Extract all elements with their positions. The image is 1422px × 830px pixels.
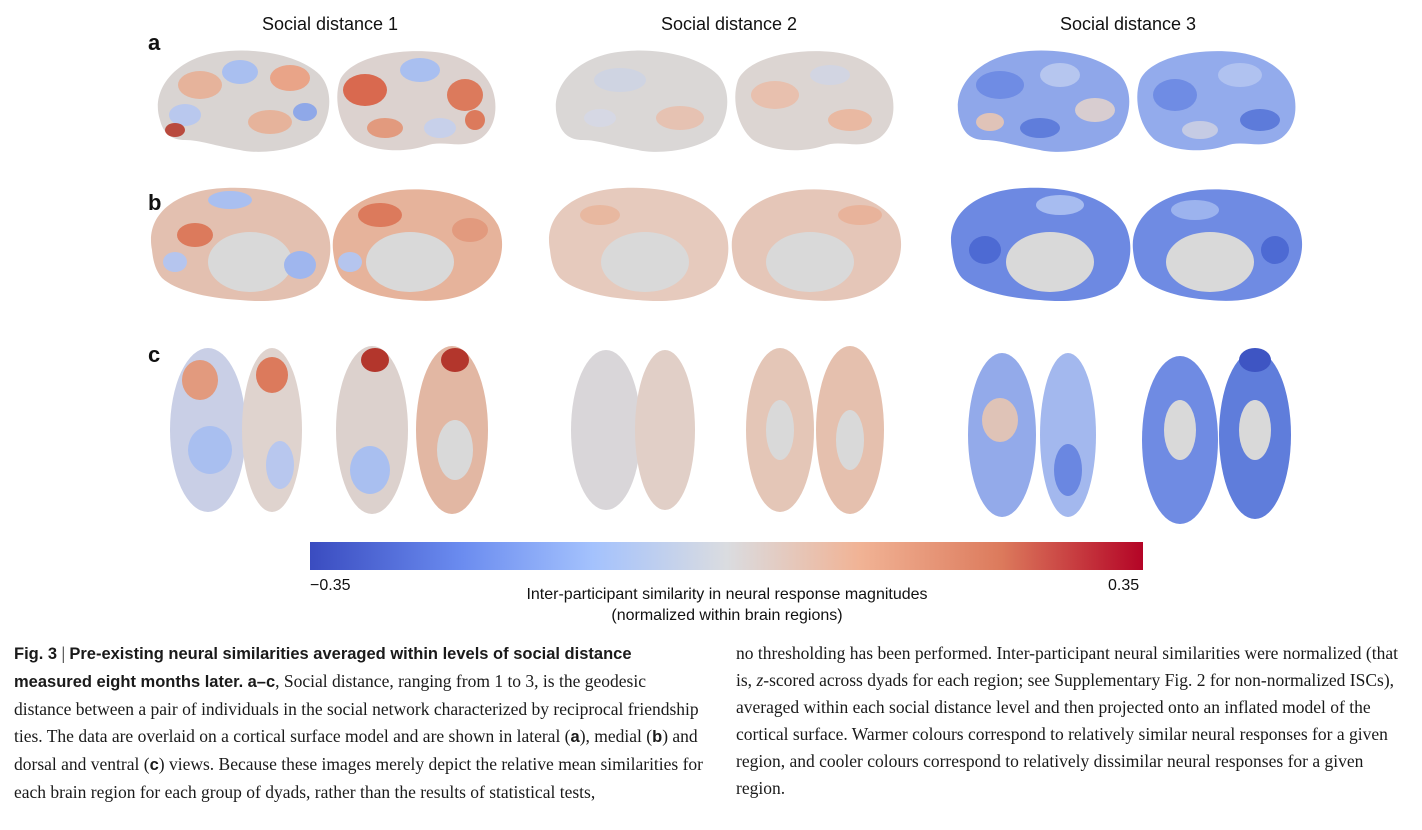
colorbar-title-line1: Inter-participant similarity in neural r… <box>526 586 928 603</box>
caption-ref-b: b <box>652 728 663 746</box>
brain-surface-figure <box>150 50 1303 524</box>
brain-medial-sd1-left <box>150 187 331 302</box>
figure-caption-left: Fig. 3 | Pre-existing neural similaritie… <box>14 640 704 806</box>
colorbar-title-line2: (normalized within brain regions) <box>611 607 843 624</box>
caption-separator: | <box>57 643 70 663</box>
row-label-b: b <box>148 190 162 215</box>
brain-lateral-sd2-left <box>555 50 728 152</box>
brain-lateral-sd1-right <box>337 51 496 151</box>
column-title-social-distance-2: Social distance 2 <box>660 14 798 34</box>
brain-lateral-sd1-left <box>157 50 330 152</box>
column-title-social-distance-1: Social distance 1 <box>261 14 399 34</box>
brain-medial-sd1-right <box>332 189 503 301</box>
caption-text-2: ), medial ( <box>579 726 653 746</box>
brain-lateral-sd3-right <box>1137 51 1296 151</box>
brain-lateral-sd2-right <box>735 51 894 151</box>
caption-right-z: z <box>756 670 764 690</box>
caption-right-2: -scored across dyads for each region; se… <box>736 670 1395 798</box>
figure-caption-right: no thresholding has been performed. Inte… <box>736 640 1408 802</box>
brain-dorsal-ventral-sd3 <box>968 348 1291 524</box>
colorbar-title: Inter-participant similarity in neural r… <box>420 584 1034 626</box>
brain-medial-sd2-right <box>731 189 902 301</box>
brain-medial-sd3-left <box>950 187 1131 302</box>
colorbar <box>310 542 1143 570</box>
caption-right-1: no thresholding has been performed. Inte… <box>736 643 1398 690</box>
brain-dorsal-ventral-sd2 <box>571 346 884 514</box>
row-label-a: a <box>148 30 161 55</box>
caption-text-4: ) views. Because these images merely dep… <box>14 754 704 802</box>
figure-label: Fig. 3 <box>14 645 58 663</box>
caption-text-3: ) and dorsal and ventral ( <box>14 726 698 774</box>
brain-medial-sd2-left <box>548 187 729 302</box>
column-title-social-distance-3: Social distance 3 <box>1059 14 1197 34</box>
brain-medial-sd3-right <box>1132 189 1303 301</box>
caption-ref-c: c <box>149 756 159 774</box>
colorbar-min-label: −0.35 <box>310 577 351 594</box>
row-label-c: c <box>148 342 161 367</box>
colorbar-max-label: 0.35 <box>1108 577 1140 594</box>
caption-text-1: , Social distance, ranging from 1 to 3, … <box>14 671 699 746</box>
brain-dorsal-ventral-sd1 <box>170 346 488 514</box>
caption-ref-a: a <box>570 728 580 746</box>
caption-panels-ref: a–c <box>247 673 276 691</box>
brain-lateral-sd3-left <box>957 50 1130 152</box>
caption-title: Pre-existing neural similarities average… <box>14 645 632 691</box>
